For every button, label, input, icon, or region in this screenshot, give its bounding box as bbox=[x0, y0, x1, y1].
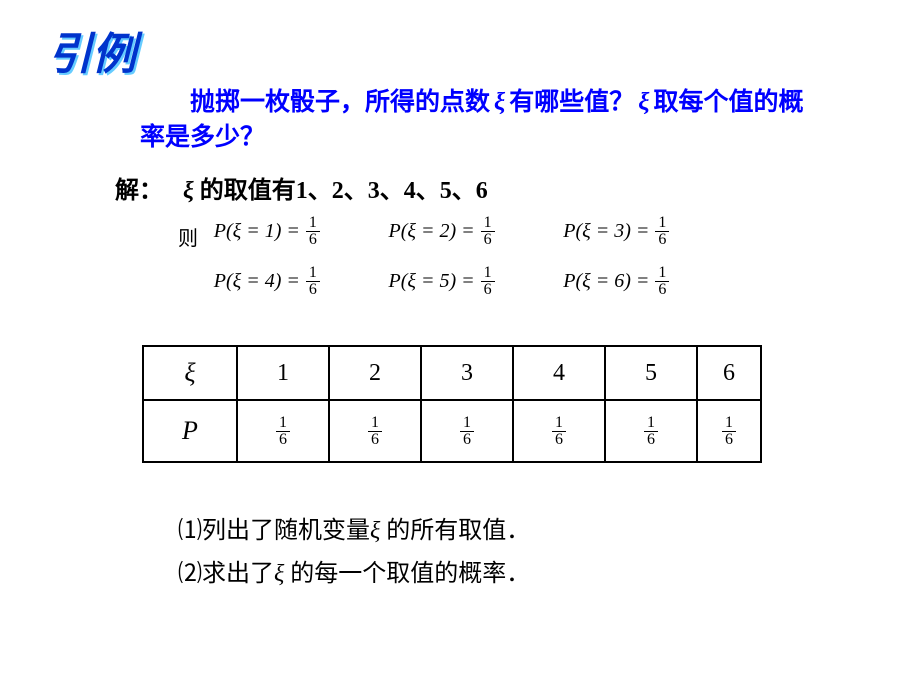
fraction: 16 bbox=[481, 215, 495, 248]
table-cell: 5 bbox=[605, 346, 697, 400]
summary-block: ⑴列出了随机变量ξ 的所有取值． ⑵求出了ξ 的每一个取值的概率． bbox=[178, 510, 530, 596]
prob-cell: P(ξ = 5) = 16 bbox=[389, 265, 564, 298]
table-cell: 2 bbox=[329, 346, 421, 400]
prob-cell: P(ξ = 4) = 16 bbox=[214, 265, 389, 298]
fraction: 16 bbox=[276, 415, 290, 448]
prob-expr: P(ξ = 3) = bbox=[563, 220, 649, 243]
summary-text: ⑴列出了随机变量 bbox=[178, 518, 370, 544]
prob-expr: P(ξ = 4) = bbox=[214, 270, 300, 293]
fraction: 16 bbox=[306, 215, 320, 248]
table-cell: 16 bbox=[697, 400, 761, 462]
answer-line: 解： ξ的取值有1、2、3、4、5、6 bbox=[115, 170, 488, 205]
answer-body: 的取值有1、2、3、4、5、6 bbox=[200, 178, 488, 204]
fraction: 16 bbox=[655, 265, 669, 298]
fraction: 16 bbox=[655, 215, 669, 248]
table-cell: 16 bbox=[605, 400, 697, 462]
heading: 引例 bbox=[48, 18, 136, 82]
fraction: 16 bbox=[722, 415, 736, 448]
row-header-xi: ξ bbox=[143, 346, 237, 400]
xi-symbol: ξ bbox=[274, 561, 284, 587]
prob-expr: P(ξ = 2) = bbox=[389, 220, 475, 243]
ze-label: 则 bbox=[178, 212, 214, 251]
prob-cell: P(ξ = 3) = 16 bbox=[563, 212, 738, 251]
summary-text: 的每一个取值的概率． bbox=[284, 561, 530, 587]
prob-cell: P(ξ = 6) = 16 bbox=[563, 265, 738, 298]
table-cell: 16 bbox=[329, 400, 421, 462]
fraction: 16 bbox=[368, 415, 382, 448]
table-cell: 6 bbox=[697, 346, 761, 400]
answer-prefix: 解： bbox=[115, 178, 163, 204]
table-row: P 16 16 16 16 16 16 bbox=[143, 400, 761, 462]
prob-cell: P(ξ = 2) = 16 bbox=[389, 212, 564, 251]
table-cell: 1 bbox=[237, 346, 329, 400]
xi-symbol: ξ bbox=[638, 89, 649, 116]
table-cell: 16 bbox=[513, 400, 605, 462]
fraction: 16 bbox=[644, 415, 658, 448]
distribution-table: ξ 1 2 3 4 5 6 P 16 16 16 16 16 16 bbox=[142, 345, 762, 463]
table-cell: 3 bbox=[421, 346, 513, 400]
xi-symbol: ξ bbox=[494, 89, 505, 116]
question-part2: 有哪些值？ bbox=[509, 89, 634, 116]
table-cell: 4 bbox=[513, 346, 605, 400]
table-cell: 16 bbox=[237, 400, 329, 462]
xi-symbol: ξ bbox=[183, 178, 194, 204]
probability-equations: 则 P(ξ = 1) = 16 P(ξ = 2) = 16 P(ξ = 3) =… bbox=[178, 212, 738, 312]
summary-text: 的所有取值． bbox=[380, 518, 530, 544]
table-row: ξ 1 2 3 4 5 6 bbox=[143, 346, 761, 400]
prob-expr: P(ξ = 5) = bbox=[389, 270, 475, 293]
fraction: 16 bbox=[552, 415, 566, 448]
question-text: 抛掷一枚骰子，所得的点数ξ有哪些值？ξ取每个值的概率是多少？ bbox=[140, 85, 820, 155]
table-cell: 16 bbox=[421, 400, 513, 462]
row-header-p: P bbox=[143, 400, 237, 462]
summary-text: ⑵求出了 bbox=[178, 561, 274, 587]
xi-symbol: ξ bbox=[370, 518, 380, 544]
fraction: 16 bbox=[481, 265, 495, 298]
prob-expr: P(ξ = 6) = bbox=[563, 270, 649, 293]
prob-expr: P(ξ = 1) = bbox=[214, 220, 300, 243]
prob-cell: P(ξ = 1) = 16 bbox=[214, 212, 389, 251]
question-part1: 抛掷一枚骰子，所得的点数 bbox=[190, 89, 490, 116]
prob-row-1: 则 P(ξ = 1) = 16 P(ξ = 2) = 16 P(ξ = 3) =… bbox=[178, 212, 738, 251]
prob-row-2: P(ξ = 4) = 16 P(ξ = 5) = 16 P(ξ = 6) = 1… bbox=[178, 265, 738, 298]
summary-line-2: ⑵求出了ξ 的每一个取值的概率． bbox=[178, 553, 530, 596]
fraction: 16 bbox=[306, 265, 320, 298]
summary-line-1: ⑴列出了随机变量ξ 的所有取值． bbox=[178, 510, 530, 553]
spacer bbox=[178, 265, 214, 298]
fraction: 16 bbox=[460, 415, 474, 448]
